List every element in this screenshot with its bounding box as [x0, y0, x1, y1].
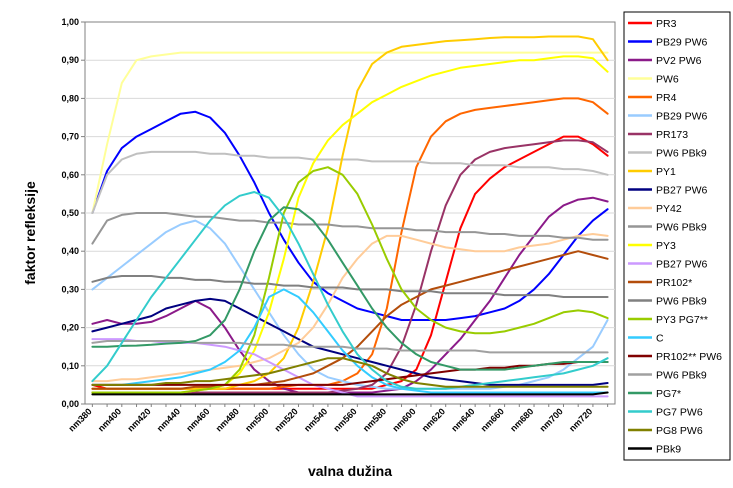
series-line-4 [91, 51, 609, 214]
legend-label: PG8 PW6 [656, 425, 703, 437]
legend-label: PV2 PW6 [656, 55, 702, 67]
x-tick-label: nm640 [449, 406, 476, 433]
series-line-23 [91, 357, 609, 388]
legend-label: PY1 [656, 166, 676, 178]
series-lines [91, 35, 609, 398]
y-tick-label: 0,40 [61, 246, 79, 256]
x-tick-label: nm520 [273, 406, 300, 433]
legend-label: PR173 [656, 129, 688, 141]
series-line-16 [91, 275, 609, 298]
x-tick-label: nm400 [96, 406, 123, 433]
legend-label: PB27 PW6 [656, 185, 708, 197]
legend-label: PW6 PBk9 [656, 222, 707, 234]
legend-label: PR102** PW6 [656, 351, 722, 363]
legend-label: PBk9 [656, 444, 681, 456]
series-line-24 [91, 391, 609, 396]
x-tick-label: nm680 [508, 406, 535, 433]
legend-label: PR3 [656, 18, 677, 30]
y-tick-label: 0,80 [61, 93, 79, 103]
x-tick-label: nm720 [567, 406, 594, 433]
x-axis-title: valna dužina [308, 463, 392, 479]
legend-label: PR102* [656, 277, 692, 289]
x-tick-label: nm580 [361, 406, 388, 433]
y-tick-label: 0,70 [61, 132, 79, 142]
x-axis-ticks: nm380 nm400 nm420 nm440 nm460 nm480 nm500 nm520… [67, 404, 609, 434]
y-tick-label: 0,60 [61, 170, 79, 180]
x-tick-label: nm660 [479, 406, 506, 433]
legend-label: PY3 [656, 240, 676, 252]
series-line-8 [91, 150, 609, 214]
x-tick-label: nm480 [214, 406, 241, 433]
series-line-20 [91, 340, 609, 354]
y-tick-label: 1,00 [61, 17, 79, 27]
legend-label: PB29 PW6 [656, 111, 708, 123]
y-axis-ticks: 0,00 0,10 0,20 0,30 0,40 0,50 0,60 0,70 0,80 0,90… [61, 17, 85, 409]
x-tick-label: nm500 [243, 406, 270, 433]
x-tick-label: nm700 [538, 406, 565, 433]
legend-label: PW6 PBk9 [656, 370, 707, 382]
legend-label: PY3 PG7** [656, 314, 708, 326]
legend-label: PW6 [656, 74, 679, 86]
legend-label: PW6 PBk9 [656, 296, 707, 308]
legend-label: PG7 PW6 [656, 407, 703, 419]
legend-label: PG7* [656, 388, 681, 400]
legend-label: PR4 [656, 92, 677, 104]
x-tick-label: nm540 [302, 406, 329, 433]
series-line-12 [91, 212, 609, 245]
x-tick-label: nm420 [125, 406, 152, 433]
y-tick-label: 0,30 [61, 284, 79, 294]
series-line-17 [91, 166, 609, 394]
x-tick-label: nm620 [420, 406, 447, 433]
legend-label: PY42 [656, 203, 682, 215]
x-tick-label: nm460 [184, 406, 211, 433]
series-line-19 [91, 361, 609, 386]
x-tick-label: nm380 [67, 406, 94, 433]
y-tick-label: 0,90 [61, 55, 79, 65]
series-line-21 [91, 206, 609, 371]
y-tick-label: 0,00 [61, 399, 79, 409]
series-line-15 [91, 250, 609, 390]
legend-box [623, 11, 731, 461]
series-line-18 [91, 288, 609, 394]
legend-label: PB27 PW6 [656, 259, 708, 271]
y-axis-title: faktor refleksije [22, 181, 38, 285]
series-line-2 [91, 110, 609, 321]
legend-label: PW6 PBk9 [656, 148, 707, 160]
x-tick-label: nm440 [155, 406, 182, 433]
series-line-11 [91, 233, 609, 383]
x-tick-label: nm560 [332, 406, 359, 433]
y-tick-label: 0,50 [61, 208, 79, 218]
x-tick-label: nm600 [390, 406, 417, 433]
series-line-22 [91, 191, 609, 390]
series-line-3 [91, 196, 609, 394]
y-tick-label: 0,20 [61, 323, 79, 333]
series-line-10 [91, 297, 609, 386]
y-tick-label: 0,10 [61, 361, 79, 371]
legend: PR3 PB29 PW6 PV2 PW6 PW6 PR4 PB29 PW6 PR173 PW6… [628, 18, 722, 456]
legend-label: PB29 PW6 [656, 37, 708, 49]
legend-label: C [656, 333, 664, 345]
